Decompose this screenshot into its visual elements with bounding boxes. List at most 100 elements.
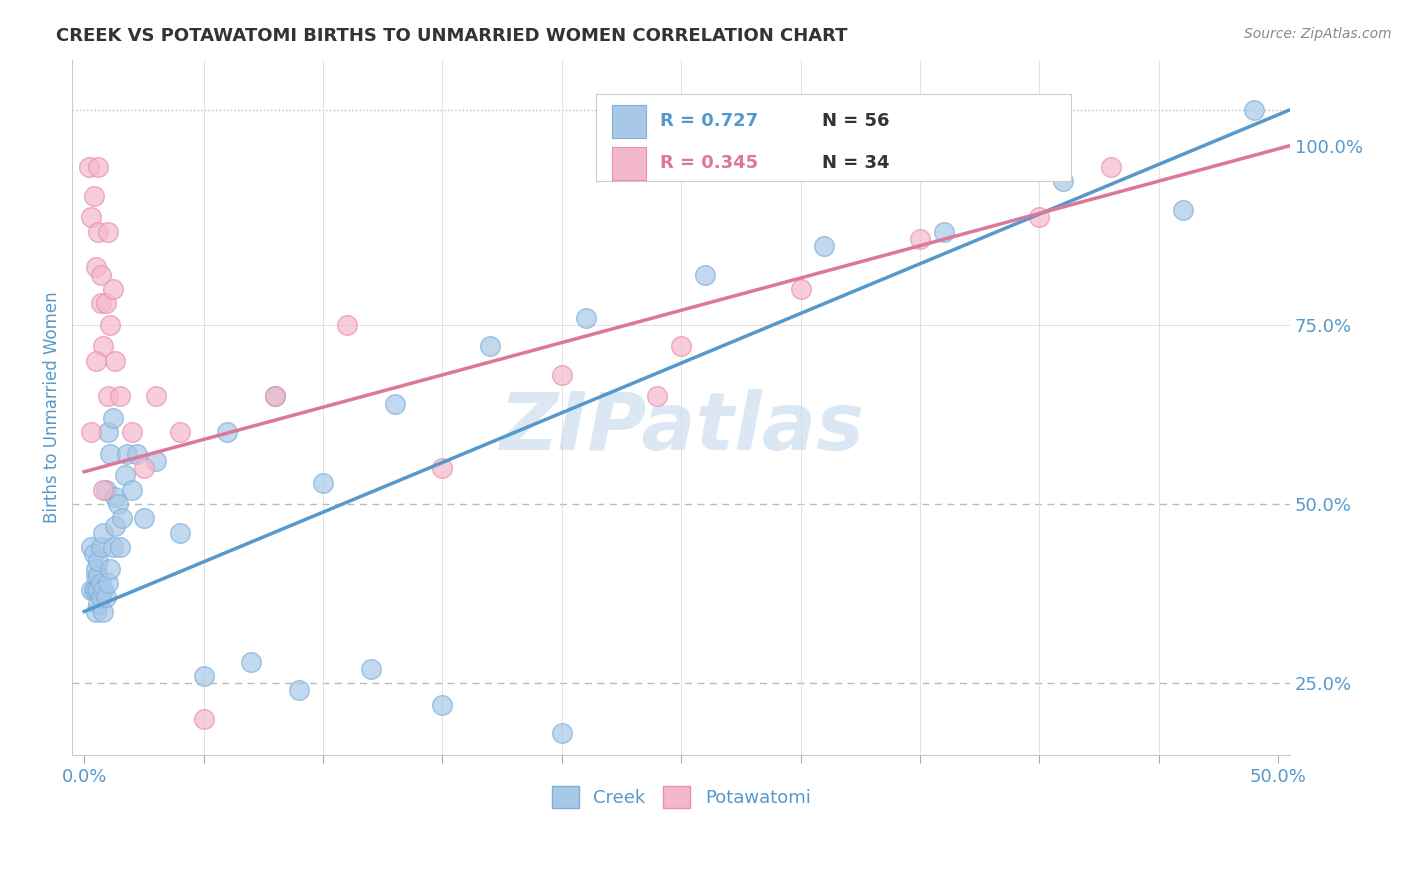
Point	[169, 425, 191, 440]
Point	[432, 461, 454, 475]
Bar	[612, 146, 645, 180]
Point	[932, 225, 955, 239]
Point	[669, 339, 692, 353]
Point	[384, 397, 406, 411]
Point	[108, 540, 131, 554]
Point	[111, 511, 134, 525]
Point	[908, 232, 931, 246]
Text: CREEK VS POTAWATOMI BIRTHS TO UNMARRIED WOMEN CORRELATION CHART: CREEK VS POTAWATOMI BIRTHS TO UNMARRIED …	[56, 27, 848, 45]
Point	[645, 390, 668, 404]
Point	[80, 582, 103, 597]
Point	[87, 568, 110, 582]
Point	[101, 411, 124, 425]
Point	[84, 605, 107, 619]
Point	[264, 390, 287, 404]
Text: N = 56: N = 56	[823, 112, 890, 130]
Point	[575, 310, 598, 325]
Point	[97, 225, 120, 239]
Point	[107, 497, 129, 511]
Point	[789, 282, 811, 296]
Point	[84, 582, 107, 597]
Point	[813, 239, 835, 253]
Point	[80, 211, 103, 225]
Point	[312, 475, 335, 490]
Point	[87, 582, 110, 597]
Point	[91, 582, 114, 597]
Point	[217, 425, 239, 440]
Point	[84, 568, 107, 582]
Point	[91, 525, 114, 540]
Point	[100, 318, 122, 332]
Point	[87, 554, 110, 568]
Point	[84, 260, 107, 275]
Point	[91, 483, 114, 497]
Point	[100, 561, 122, 575]
Point	[360, 662, 382, 676]
Text: R = 0.727: R = 0.727	[661, 112, 759, 130]
Bar	[612, 104, 645, 138]
Text: R = 0.345: R = 0.345	[661, 154, 759, 172]
Point	[240, 655, 263, 669]
Point	[91, 605, 114, 619]
Point	[1028, 211, 1050, 225]
Point	[84, 561, 107, 575]
Point	[87, 598, 110, 612]
Point	[132, 461, 155, 475]
Point	[169, 525, 191, 540]
Point	[145, 454, 167, 468]
Point	[90, 591, 112, 605]
Point	[104, 490, 127, 504]
Point	[91, 339, 114, 353]
Point	[288, 683, 311, 698]
Point	[104, 353, 127, 368]
Point	[114, 468, 136, 483]
Legend: Creek, Potawatomi: Creek, Potawatomi	[544, 779, 818, 815]
Point	[97, 425, 120, 440]
Point	[193, 669, 215, 683]
Point	[1243, 103, 1265, 117]
Point	[80, 425, 103, 440]
Point	[336, 318, 359, 332]
Point	[1052, 174, 1074, 188]
Text: Source: ZipAtlas.com: Source: ZipAtlas.com	[1244, 27, 1392, 41]
Point	[125, 447, 148, 461]
Point	[84, 353, 107, 368]
Point	[83, 547, 105, 561]
Point	[551, 726, 574, 740]
Point	[104, 518, 127, 533]
Point	[100, 447, 122, 461]
Point	[693, 268, 716, 282]
Point	[115, 447, 138, 461]
Point	[94, 591, 117, 605]
Point	[94, 296, 117, 310]
Point	[90, 540, 112, 554]
Point	[83, 188, 105, 202]
Point	[90, 575, 112, 590]
Point	[145, 390, 167, 404]
Point	[264, 390, 287, 404]
Point	[94, 483, 117, 497]
Point	[90, 296, 112, 310]
Point	[90, 268, 112, 282]
Point	[83, 582, 105, 597]
Point	[87, 160, 110, 174]
Point	[121, 425, 143, 440]
Point	[432, 698, 454, 712]
Point	[1171, 203, 1194, 218]
Point	[479, 339, 502, 353]
Point	[101, 540, 124, 554]
Point	[1099, 160, 1122, 174]
FancyBboxPatch shape	[596, 95, 1071, 181]
Point	[108, 390, 131, 404]
Text: ZIPatlas: ZIPatlas	[499, 389, 863, 467]
Text: N = 34: N = 34	[823, 154, 890, 172]
Point	[97, 575, 120, 590]
Point	[193, 712, 215, 726]
Point	[551, 368, 574, 382]
Point	[121, 483, 143, 497]
Point	[87, 225, 110, 239]
Y-axis label: Births to Unmarried Women: Births to Unmarried Women	[44, 292, 60, 523]
Point	[77, 160, 100, 174]
Point	[101, 282, 124, 296]
Point	[132, 511, 155, 525]
